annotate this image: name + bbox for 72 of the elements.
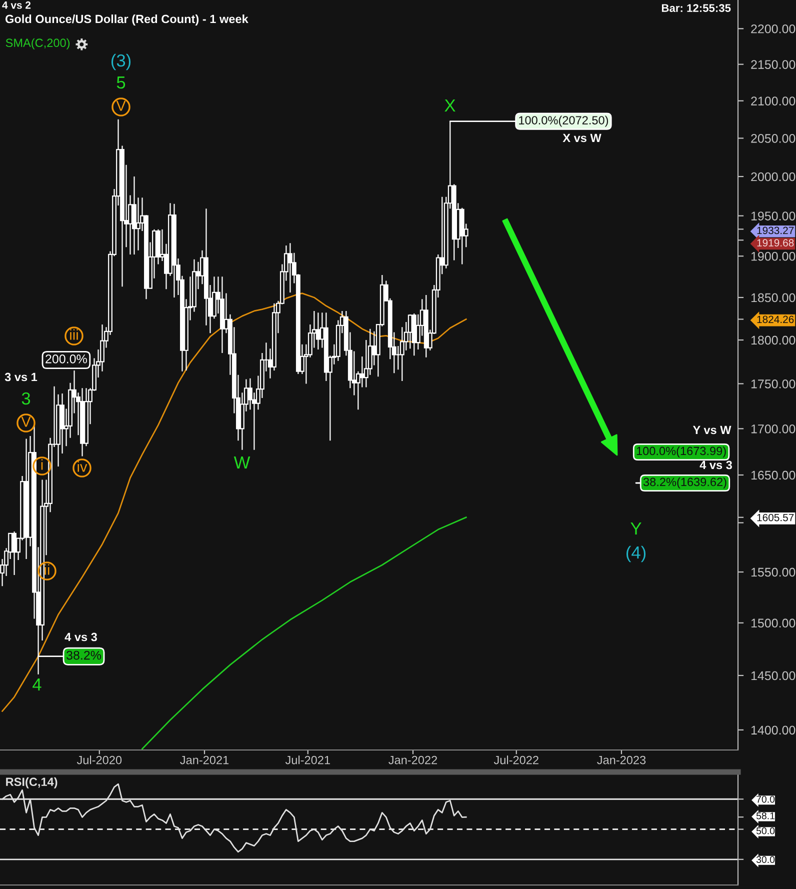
candlestick [412, 312, 416, 356]
x-tick-label: Jul-2022 [494, 756, 538, 764]
candlestick [24, 438, 28, 560]
annotation: 38.2% [66, 650, 102, 660]
x-tick-label: Jan-2023 [597, 756, 646, 764]
y-tick-label: 1500.00 [751, 618, 796, 628]
annotation: (3) [111, 54, 131, 70]
y-tick-label: 1550.00 [751, 568, 796, 577]
y-tick-label: 1933.27 [757, 226, 794, 234]
y-tick-label: 1919.68 [757, 239, 794, 247]
candlestick [424, 294, 428, 358]
y-tick-label: 1950.00 [751, 212, 796, 220]
y-tick-label: 1700.00 [751, 424, 796, 434]
y-tick-label: 2200.00 [751, 24, 796, 34]
candlestick [12, 530, 16, 576]
y-tick-label: 2050.00 [751, 134, 796, 143]
annotation: X [444, 100, 456, 112]
annotation: V [116, 100, 126, 111]
x-tick-label: Jul-2021 [285, 756, 330, 764]
annotation: iii [70, 329, 78, 340]
annotation: Bar: 12:55:35 [662, 4, 731, 12]
candlestick [220, 276, 224, 354]
x-tick-label: Jan-2021 [180, 756, 229, 764]
annotation: 3 vs 1 [4, 372, 38, 382]
text: Gold Ounce/US Dollar (Red Count) - 1 week [5, 14, 248, 26]
series-label: RSI(C,14) [6, 777, 58, 788]
annotation: 38.2%(1639.62) [643, 477, 726, 488]
y-tick-label: 1824.26 [757, 316, 794, 324]
annotation: 4 [32, 678, 42, 690]
annotation: 4 vs 3 [700, 460, 732, 470]
y-tick-label: 2000.00 [751, 172, 796, 182]
y-tick-label: 1605.57 [757, 514, 794, 522]
annotation: 4 vs 2 [2, 1, 31, 9]
y-tick-label: 1900.00 [751, 252, 796, 261]
annotation: ii [44, 564, 50, 575]
y-tick-label: 2100.00 [751, 96, 796, 106]
line-series [2, 292, 467, 712]
annotation: iv [78, 461, 88, 472]
annotation: 100.0%(1673.99) [636, 446, 726, 458]
candlestick [132, 176, 136, 256]
text: SMA(C,200) [6, 38, 70, 50]
annotation: 3 [22, 392, 30, 405]
y-tick-label: 1850.00 [751, 293, 796, 302]
candlestick [288, 242, 292, 294]
candlestick [80, 388, 84, 457]
annotation: (4) [626, 546, 646, 562]
y-tick-label: 50.0 [756, 827, 775, 834]
y-tick-label: 58.1 [756, 812, 775, 820]
annotation: 4 vs 3 [64, 632, 97, 642]
candlestick [172, 203, 176, 298]
candlestick [316, 312, 320, 350]
annotation: 100.0%(2072.50) [519, 116, 608, 127]
y-tick-label: 30.0 [756, 856, 775, 864]
y-tick-label: 1750.00 [751, 380, 796, 388]
annotation: 5 [116, 76, 126, 89]
annotation: Y vs W [692, 426, 732, 434]
line-series [142, 516, 467, 750]
x-tick-label: Jul-2020 [76, 756, 122, 764]
y-tick-label: 1450.00 [751, 671, 796, 680]
annotation: Y [630, 522, 642, 534]
annotation: V [21, 416, 31, 427]
y-tick-label: 1800.00 [751, 336, 796, 345]
x-tick-label: Jan-2022 [388, 756, 438, 764]
candlestick [460, 207, 464, 265]
y-tick-label: 70.0 [756, 796, 775, 803]
y-tick-label: 1650.00 [751, 470, 796, 480]
annotation: X vs W [562, 134, 602, 142]
y-tick-label: 2150.00 [751, 60, 796, 69]
annotation: 200.0% [46, 354, 87, 364]
annotation: W [234, 456, 250, 468]
y-tick-label: 1400.00 [751, 726, 796, 735]
annotation: i [41, 459, 43, 470]
